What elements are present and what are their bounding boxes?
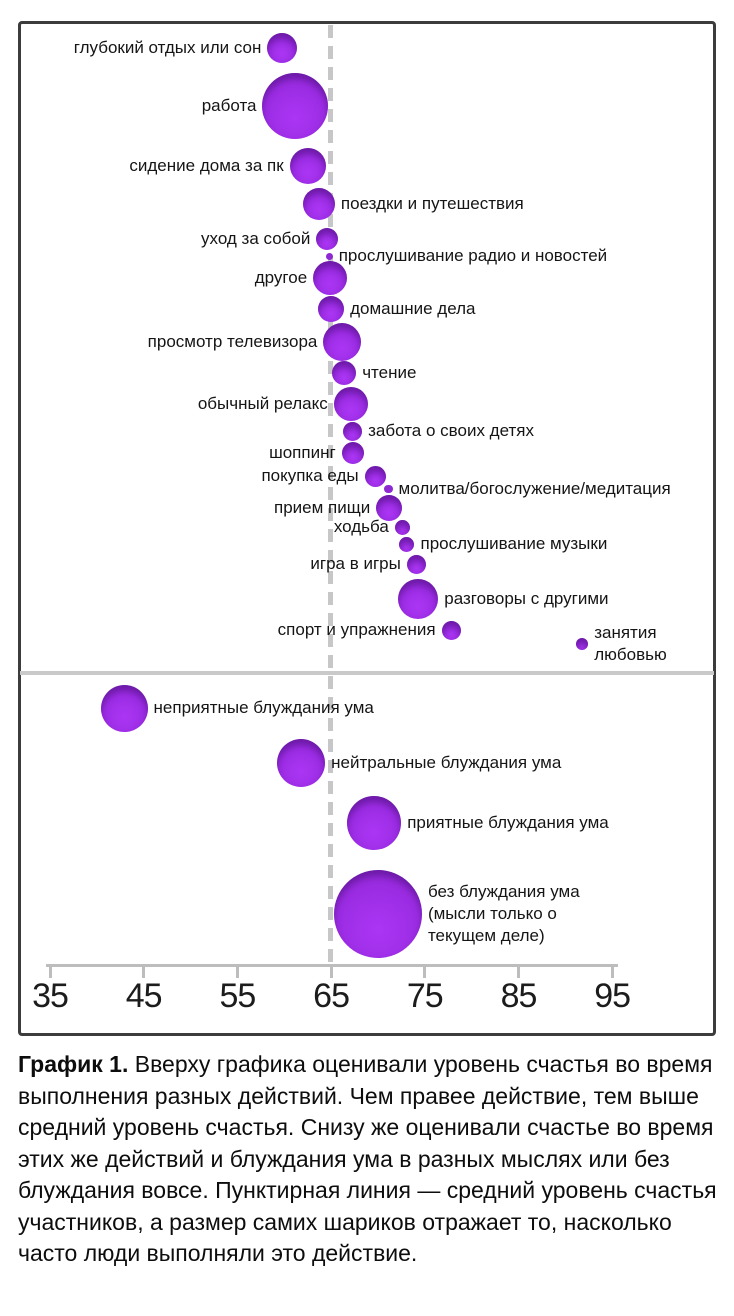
chart-bubble <box>398 579 439 619</box>
bubble-label: чтение <box>362 363 417 382</box>
chart-bubble <box>323 323 362 361</box>
chart-bubble <box>383 484 393 494</box>
x-tick-label: 55 <box>219 977 256 1015</box>
chart-bubble <box>318 296 345 322</box>
bubble-label: прослушивание музыки <box>420 534 608 553</box>
bubble-label: глубокий отдых или сон <box>73 38 262 57</box>
bubble-label: игра в игры <box>310 554 401 573</box>
bubble-label: прослушивание радио и новостей <box>338 246 608 265</box>
bubble-label: прием пищи <box>273 498 371 517</box>
bubble-label: просмотр телевизора <box>147 332 318 351</box>
x-tick-mark <box>329 964 333 978</box>
bubble-label: без блуждания ума (мысли только о текущем … <box>427 882 580 945</box>
bubble-label: покупка еды <box>261 466 359 485</box>
chart-bubble <box>333 387 368 421</box>
chart-bubble <box>347 796 402 850</box>
chart-bubble <box>406 554 426 574</box>
bubble-label: забота о своих детях <box>368 421 534 440</box>
x-tick-mark <box>48 964 52 978</box>
bubble-label: разговоры с другими <box>444 589 609 608</box>
x-tick-label: 95 <box>594 977 631 1015</box>
chart-bubble <box>313 261 348 295</box>
x-tick-mark <box>142 964 146 978</box>
bubble-label: обычный релакс <box>197 394 328 413</box>
chart-bubble <box>341 442 364 464</box>
chart-caption: График 1. Вверху графика оценивали урове… <box>18 1049 721 1270</box>
bubble-label: уход за собой <box>201 229 311 248</box>
bubble-label: приятные блуждания ума <box>407 813 609 832</box>
bubble-label: шоппинг <box>269 443 336 462</box>
x-tick-mark <box>235 964 239 978</box>
chart-bubble <box>316 228 339 250</box>
x-tick-mark <box>517 964 520 978</box>
chart-bubble <box>343 421 363 441</box>
chart-bubble <box>332 361 357 385</box>
chart-bubble <box>441 620 461 640</box>
chart-bubble <box>376 495 403 521</box>
chart-bubble <box>325 252 333 260</box>
x-tick-mark <box>423 964 427 978</box>
caption-text: Вверху графика оценивали уровень счастья… <box>18 1051 717 1266</box>
bubble-label: спорт и упражнения <box>277 620 436 639</box>
bubble-label: сидение дома за пк <box>129 156 284 175</box>
bubble-label: поездки и путешествия <box>340 194 524 213</box>
bubble-label: другое <box>254 268 308 287</box>
x-tick-label: 45 <box>125 977 163 1015</box>
chart-bubble <box>576 638 589 650</box>
x-tick-label: 65 <box>313 977 350 1015</box>
mean-happiness-dashed-line <box>328 25 333 964</box>
bubble-label: неприятные блуждания ума <box>153 698 374 717</box>
bubble-label: занятия любовью <box>594 623 667 664</box>
x-tick-label: 85 <box>500 977 538 1015</box>
chart-bubble <box>277 739 326 787</box>
caption-label: График 1. <box>18 1051 129 1077</box>
section-divider-line <box>20 671 714 675</box>
bubble-label: молитва/богослужение/медитация <box>398 479 671 498</box>
chart-bubble <box>289 148 326 184</box>
chart-bubble <box>333 870 422 958</box>
bubble-label: домашние дела <box>350 299 476 318</box>
bubble-label: работа <box>201 96 257 115</box>
x-tick-label: 35 <box>32 977 69 1015</box>
x-tick-mark <box>610 964 614 978</box>
chart-bubble <box>302 188 335 220</box>
chart-bubble <box>267 33 298 63</box>
chart-bubble <box>394 519 410 535</box>
chart-bubble <box>399 536 415 552</box>
bubble-label: нейтральные блуждания ума <box>331 753 562 772</box>
chart-bubble <box>100 684 148 732</box>
chart-bubble <box>262 73 329 139</box>
chart-frame <box>18 21 716 1036</box>
bubble-label: ходьба <box>333 517 389 536</box>
chart-bubble <box>364 465 386 487</box>
x-tick-label: 75 <box>406 977 444 1015</box>
